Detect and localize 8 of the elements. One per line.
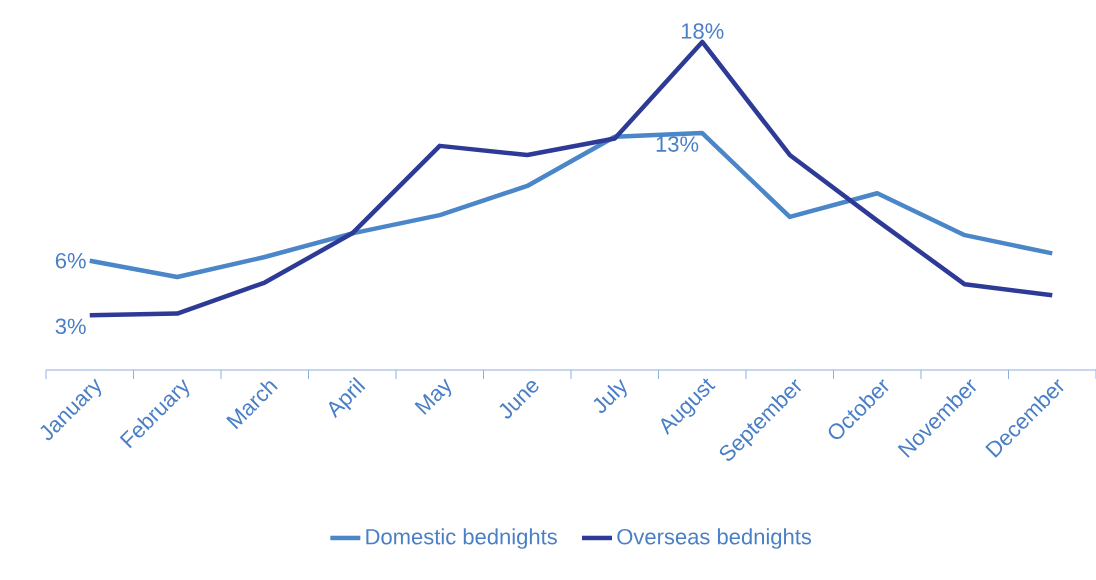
data-label: 13% [656,136,699,152]
data-label: 6% [55,252,86,269]
data-label: 18% [681,23,724,39]
x-tick-label: July [593,379,627,414]
legend-label: Overseas bednights [617,528,812,549]
data-label: 3% [55,318,86,335]
legend-label: Domestic bednights [366,528,557,549]
x-tick-label: May [414,378,452,415]
